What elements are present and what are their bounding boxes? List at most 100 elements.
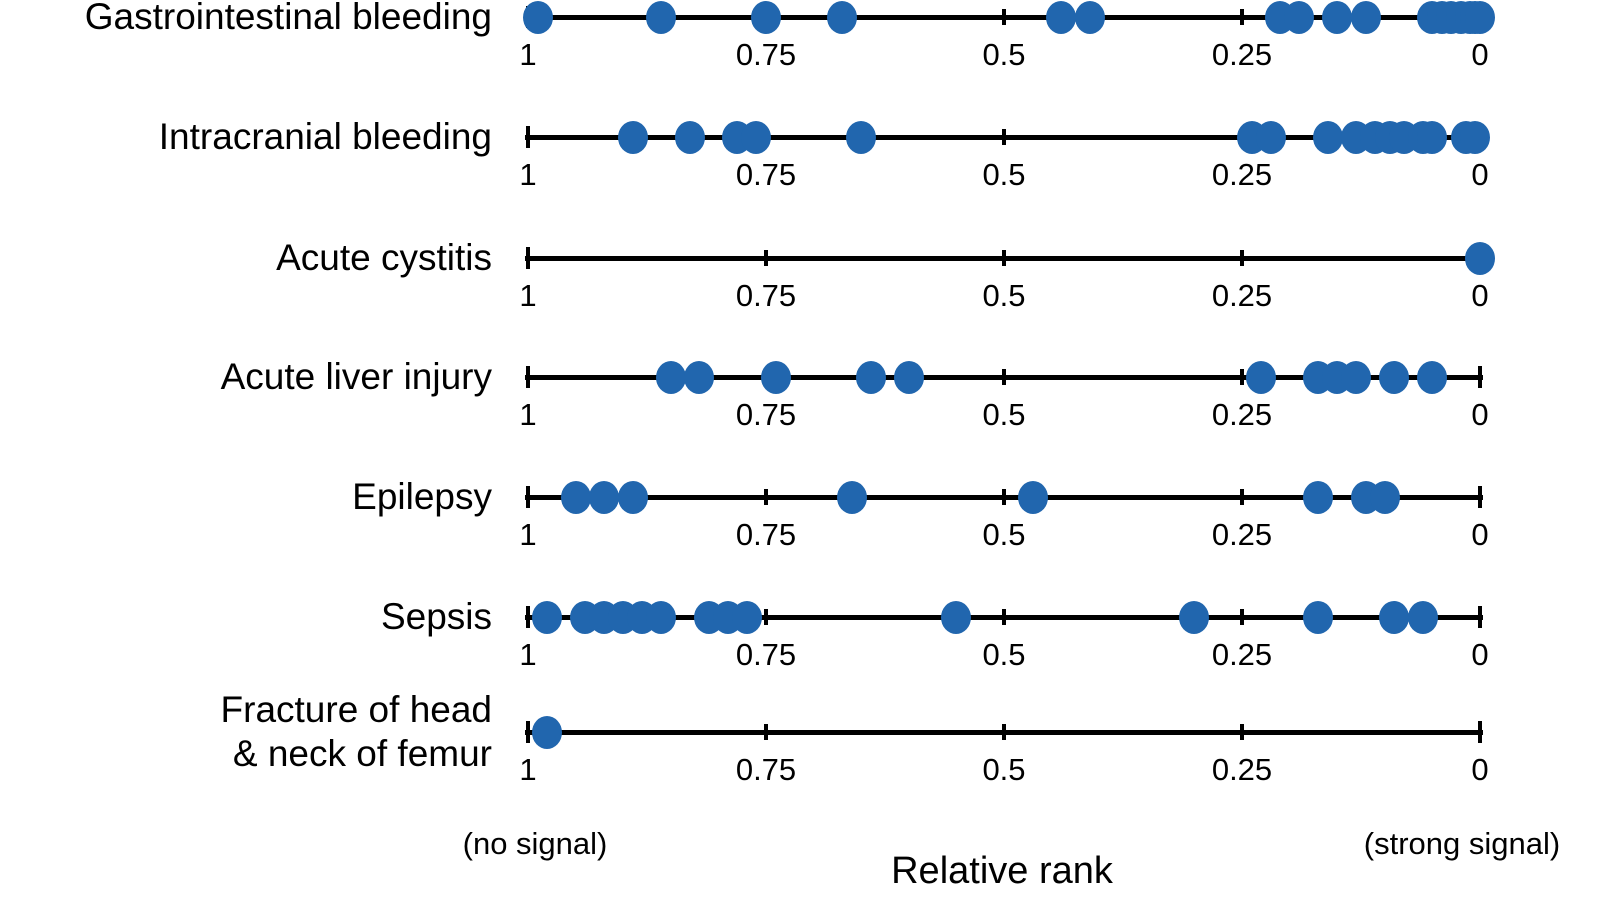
data-point	[827, 0, 858, 34]
row-label-line: Acute liver injury	[220, 356, 492, 397]
tick-label-1: 1	[519, 278, 537, 313]
axis-tick-0	[1478, 606, 1482, 628]
axis-tick-0.5	[1002, 489, 1006, 505]
row-label-acute-liver-injury: Acute liver injury	[0, 355, 492, 399]
data-point	[560, 480, 591, 514]
data-point	[1284, 0, 1315, 34]
data-point	[731, 600, 762, 634]
data-point	[1255, 120, 1286, 154]
tick-label-1: 1	[519, 37, 537, 72]
tick-label-1: 1	[519, 637, 537, 672]
x-axis-title: Relative rank	[891, 850, 1113, 892]
tick-label-0.25: 0.25	[1211, 752, 1273, 787]
axis-tick-1	[526, 606, 530, 628]
tick-label-0: 0	[1471, 517, 1489, 552]
axis-tick-0.5	[1002, 724, 1006, 740]
axis-tick-0.75	[764, 724, 768, 740]
strong-signal-annotation: (strong signal)	[1363, 826, 1561, 861]
tick-label-0: 0	[1471, 637, 1489, 672]
tick-label-0.75: 0.75	[735, 637, 797, 672]
data-point	[532, 600, 563, 634]
axis-tick-0.25	[1240, 250, 1244, 266]
tick-label-0.25: 0.25	[1211, 157, 1273, 192]
tick-label-0.75: 0.75	[735, 37, 797, 72]
row-label-line: Sepsis	[380, 596, 492, 637]
data-point	[846, 120, 877, 154]
data-point	[617, 480, 648, 514]
data-point	[1369, 480, 1400, 514]
axis-tick-0.25	[1240, 369, 1244, 385]
tick-label-0.25: 0.25	[1211, 637, 1273, 672]
data-point	[751, 0, 781, 34]
axis-tick-0	[1478, 721, 1482, 743]
row-label-epilepsy: Epilepsy	[0, 475, 492, 519]
tick-label-0.5: 0.5	[982, 397, 1026, 432]
data-point	[1417, 120, 1448, 154]
data-point	[941, 600, 972, 634]
data-point	[1379, 360, 1410, 394]
axis-tick-0.5	[1002, 129, 1006, 145]
axis-tick-0.25	[1240, 724, 1244, 740]
row-label-acute-cystitis: Acute cystitis	[0, 236, 492, 280]
tick-label-0.5: 0.5	[982, 278, 1026, 313]
tick-label-0.25: 0.25	[1211, 278, 1273, 313]
tick-label-0.5: 0.5	[982, 157, 1026, 192]
tick-label-0: 0	[1471, 278, 1489, 313]
tick-label-0: 0	[1471, 397, 1489, 432]
axis-tick-0.5	[1002, 369, 1006, 385]
axis-tick-0.75	[764, 489, 768, 505]
data-point	[589, 480, 620, 514]
data-point	[532, 715, 563, 749]
data-point	[674, 120, 705, 154]
tick-label-0.5: 0.5	[982, 37, 1026, 72]
tick-label-1: 1	[519, 752, 537, 787]
tick-label-0.25: 0.25	[1211, 517, 1273, 552]
tick-label-0.5: 0.5	[982, 637, 1026, 672]
data-point	[1407, 600, 1438, 634]
tick-label-1: 1	[519, 157, 537, 192]
axis-tick-0.25	[1240, 9, 1244, 25]
data-point	[1465, 241, 1495, 275]
axis-tick-1	[526, 721, 530, 743]
tick-label-0.75: 0.75	[735, 397, 797, 432]
tick-label-0.25: 0.25	[1211, 37, 1273, 72]
data-point	[1341, 360, 1372, 394]
row-label-line: Epilepsy	[352, 476, 492, 517]
data-point	[893, 360, 924, 394]
axis-tick-1	[526, 486, 530, 508]
row-label-intracranial-bleeding: Intracranial bleeding	[0, 115, 492, 159]
tick-label-0.75: 0.75	[735, 752, 797, 787]
axis-tick-0.5	[1002, 250, 1006, 266]
axis-tick-1	[526, 126, 530, 148]
axis-tick-0.75	[764, 609, 768, 625]
tick-label-0: 0	[1471, 752, 1489, 787]
row-label-line: Fracture of head	[220, 689, 492, 730]
data-point	[741, 120, 772, 154]
tick-label-0.5: 0.5	[982, 752, 1026, 787]
data-point	[1074, 0, 1105, 34]
row-label-sepsis: Sepsis	[0, 595, 492, 639]
data-point	[1350, 0, 1381, 34]
data-point	[655, 360, 686, 394]
row-label-line: Intracranial bleeding	[158, 116, 492, 157]
row-label-line: Gastrointestinal bleeding	[84, 0, 492, 37]
data-point	[1303, 480, 1334, 514]
data-point	[1246, 360, 1277, 394]
data-point	[1312, 120, 1343, 154]
data-point	[1465, 0, 1495, 34]
tick-label-1: 1	[519, 517, 537, 552]
tick-label-0: 0	[1471, 37, 1489, 72]
tick-label-0.75: 0.75	[735, 517, 797, 552]
data-point	[617, 120, 648, 154]
data-point	[855, 360, 886, 394]
data-point	[646, 0, 677, 34]
axis-tick-0.75	[764, 250, 768, 266]
axis-tick-1	[526, 366, 530, 388]
axis-tick-0.25	[1240, 609, 1244, 625]
tick-label-0.5: 0.5	[982, 517, 1026, 552]
data-point	[1417, 360, 1448, 394]
axis-tick-0	[1478, 366, 1482, 388]
axis-tick-1	[526, 247, 530, 269]
data-point	[760, 360, 791, 394]
data-point	[1046, 0, 1077, 34]
